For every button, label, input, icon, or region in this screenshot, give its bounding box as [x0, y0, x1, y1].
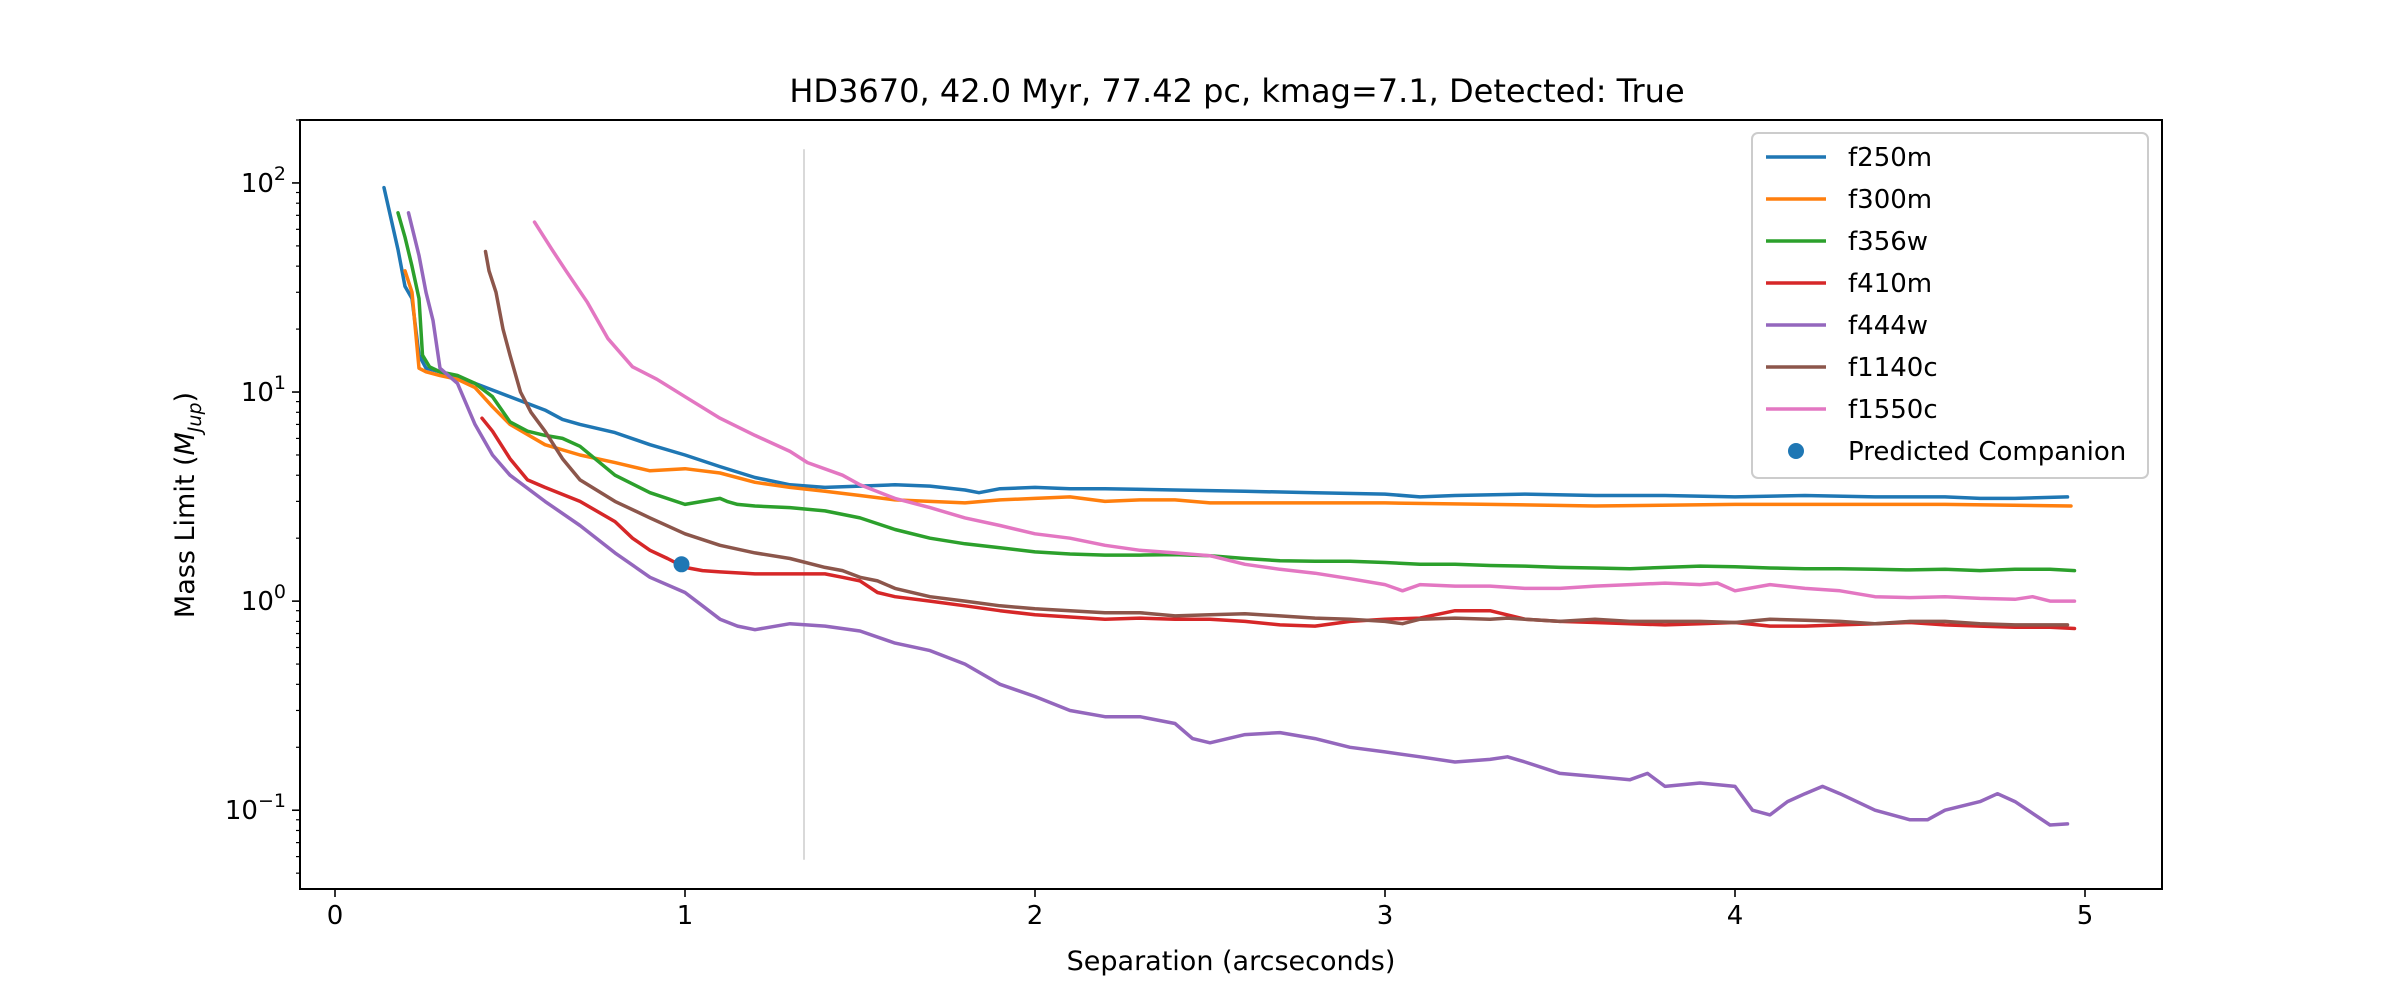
legend-box — [1751, 132, 2149, 479]
x-tick-label: 1 — [677, 901, 694, 931]
legend-label-f444w: f444w — [1848, 311, 1928, 341]
scatter-layer — [673, 556, 690, 573]
predicted-companion-point — [673, 556, 690, 573]
series-line-f1550c — [532, 220, 2077, 603]
y-tick-label: 100 — [241, 581, 286, 617]
series-line-f1140c — [483, 249, 2070, 627]
plot-frame — [299, 119, 2163, 890]
series-line-f444w — [406, 211, 2070, 827]
legend-label-f250m: f250m — [1848, 143, 1932, 173]
legend-label-f410m: f410m — [1848, 269, 1932, 299]
legend-label-f1140c: f1140c — [1848, 353, 1938, 383]
series-layer — [382, 185, 2077, 827]
x-axis: 0 1 2 3 4 5 — [327, 889, 2094, 931]
x-tick-label: 0 — [327, 901, 344, 931]
legend: f250m f300m f356w f410m f444w f1140c f1550c Pre… — [1751, 132, 2149, 479]
x-tick-label: 5 — [2077, 901, 2094, 931]
series-line-f356w — [396, 211, 2077, 573]
x-tick-label: 2 — [1027, 901, 1044, 931]
chart-title: HD3670, 42.0 Myr, 77.42 pc, kmag=7.1, De… — [789, 72, 1684, 110]
legend-label-predicted-companion: Predicted Companion — [1848, 437, 2126, 467]
series-line-f300m — [403, 269, 2073, 508]
legend-label-f356w: f356w — [1848, 227, 1928, 257]
y-tick-label: 10−1 — [225, 790, 286, 826]
y-axis: 102 101 100 10−1 — [225, 119, 300, 874]
x-tick-label: 4 — [1727, 901, 1744, 931]
series-line-f250m — [382, 185, 2070, 501]
series-line-f410m — [480, 416, 2077, 631]
x-tick-label: 3 — [1377, 901, 1394, 931]
y-tick-label: 102 — [241, 163, 286, 199]
y-axis-label: Mass Limit (MJup) — [170, 392, 206, 618]
legend-swatch-predicted-companion — [1788, 443, 1804, 459]
legend-label-f1550c: f1550c — [1848, 395, 1938, 425]
x-axis-label: Separation (arcseconds) — [1067, 946, 1396, 977]
legend-label-f300m: f300m — [1848, 185, 1932, 215]
y-tick-label: 101 — [241, 372, 286, 408]
